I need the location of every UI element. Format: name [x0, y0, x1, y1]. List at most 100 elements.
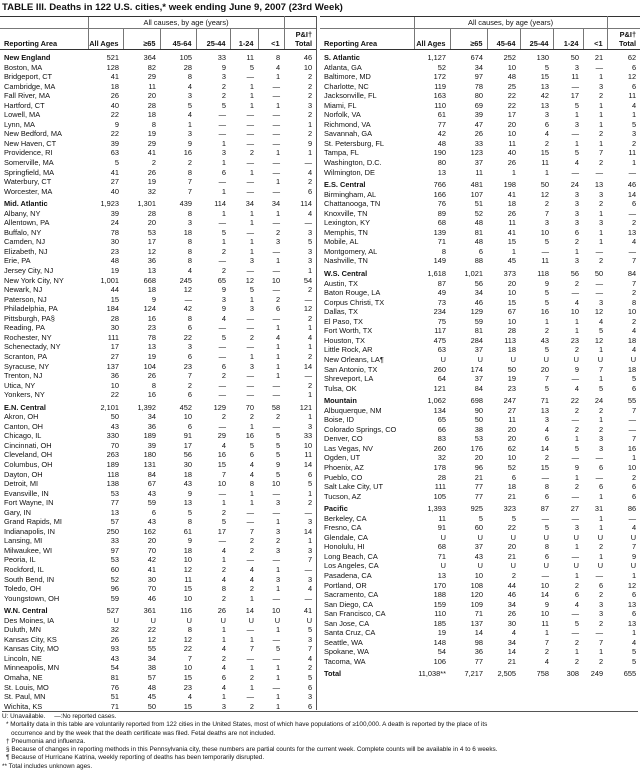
cell-value: 1	[598, 100, 604, 110]
reporting-area: Wilmington, DE	[324, 167, 375, 177]
table-row: Pasadena, CA 13 10 2 — 1 — 1	[320, 571, 640, 581]
cell-value: 1	[598, 237, 604, 247]
cell-value: 163	[433, 91, 446, 101]
cell-value: 2	[221, 246, 226, 256]
cell-value: 116	[180, 606, 192, 616]
col-1-24: 1-24	[229, 28, 258, 50]
cell-value: 34	[271, 199, 281, 209]
cell-value: 50	[110, 412, 119, 422]
reporting-area: Las Vegas, NV	[324, 443, 373, 453]
cell-value: 475	[433, 335, 446, 345]
cell-value: 5	[544, 523, 549, 533]
table-row: Las Vegas, NV 260 176 62 14 5 3 16	[320, 444, 640, 454]
table-row: Kansas City, MO 93 55 22 4 7 5 7	[0, 644, 316, 654]
cell-value: 5	[307, 479, 313, 489]
cell-value: 81	[110, 673, 119, 682]
cell-value: 1	[221, 692, 226, 702]
cell-value: 20	[147, 91, 156, 101]
cell-value: 7	[598, 637, 604, 647]
table-row: Paterson, NJ 15 9 — 3 1 2 —	[0, 295, 316, 305]
footnote-star-continued: occurrence and by the week that the deat…	[11, 729, 276, 737]
cell-value: 42	[437, 129, 446, 139]
cell-value: 1	[275, 100, 281, 110]
reporting-area: Grand Rapids, MI	[4, 517, 62, 527]
cell-value: U	[150, 615, 156, 625]
reporting-area: Baton Rouge, LA	[324, 288, 381, 298]
cell-value: 3	[221, 294, 226, 304]
table-row: Wilmington, DE 13 11 1 1— — —	[320, 168, 640, 178]
reporting-area: Lowell, MA	[4, 110, 41, 120]
cell-value: 121	[299, 402, 313, 412]
reporting-area: Providence, RI	[4, 148, 53, 158]
cell-value: 41	[110, 167, 119, 177]
cell-value: 50	[594, 269, 604, 279]
cell-value: 1	[574, 647, 579, 657]
reporting-area: Gary, IN	[4, 507, 31, 517]
cell-value: 4	[631, 637, 637, 647]
cell-value: 3	[574, 256, 579, 266]
cell-value: 7	[544, 208, 549, 218]
cell-value: 5	[544, 345, 549, 355]
cell-value: 7	[631, 278, 637, 288]
cell-value: 10	[540, 580, 549, 590]
cell-value: 1	[307, 412, 313, 422]
cell-value: 1	[275, 323, 281, 333]
cell-value: 110	[434, 100, 446, 110]
cell-value: 6	[249, 450, 254, 460]
cell-value: 698	[470, 396, 483, 406]
reporting-area: Pasadena, CA	[324, 570, 372, 580]
table-row: Rochester, NY 111 78 22 5 2 4 4	[0, 333, 316, 343]
cell-value: 77	[474, 491, 483, 501]
reporting-area: Indianapolis, IN	[4, 526, 55, 536]
cell-value: 39	[110, 138, 119, 148]
reporting-area: Honolulu, HI	[324, 542, 365, 552]
cell-value: —	[218, 390, 226, 400]
table-row: Lynn, MA 9 8 1 — — — 1	[0, 120, 316, 130]
reporting-area: Cleveland, OH	[4, 450, 53, 460]
cell-value: 1	[275, 692, 281, 702]
cell-value: 70	[147, 545, 156, 555]
table-row: Ogden, UT 32 20 10 2 — — 1	[320, 453, 640, 463]
cell-value: 1	[574, 326, 579, 336]
cell-value: —	[272, 380, 281, 390]
cell-value: 68	[437, 218, 446, 228]
reporting-area: Dayton, OH	[4, 469, 43, 479]
cell-value: 12	[147, 246, 156, 256]
cell-value: U	[440, 354, 446, 364]
cell-value: 21	[507, 491, 516, 501]
cell-value: 5	[544, 62, 549, 72]
cell-value: 6	[187, 323, 192, 333]
cell-value: 1	[275, 72, 281, 82]
cell-value: 3	[544, 110, 549, 120]
cell-value: —	[595, 570, 604, 580]
cell-value: 82	[147, 62, 156, 72]
cell-value: —	[272, 91, 281, 101]
cell-value: 2	[275, 227, 281, 237]
cell-value: 18	[507, 345, 516, 355]
table-row: Lowell, MA 22 18 4 — — — 2	[0, 110, 316, 120]
col-1-24: 1-24	[552, 28, 583, 50]
cell-value: 12	[594, 335, 604, 345]
left-table-panel: All causes, by age (years) Reporting Are…	[0, 16, 317, 711]
cell-value: 2	[221, 593, 226, 603]
table-row: Detroit, MI 138 67 43 10 8 10 5	[0, 479, 316, 489]
cell-value: 7,217	[464, 669, 484, 679]
group-header: All causes, by age (years)	[413, 16, 608, 29]
cell-value: 10	[303, 62, 313, 72]
cell-value: —	[272, 138, 281, 148]
cell-value: 2	[307, 81, 313, 91]
reporting-area: San Jose, CA	[324, 618, 370, 628]
reporting-area: Utica, NY	[4, 380, 36, 390]
reporting-area: Philadelphia, PA	[4, 304, 58, 314]
cell-value: 4	[511, 628, 516, 638]
cell-value: 61	[183, 526, 192, 536]
reporting-area: Spokane, WA	[324, 647, 369, 657]
cell-value: 41	[147, 564, 156, 574]
cell-value: 40	[110, 186, 119, 196]
cell-value: 1	[275, 342, 281, 352]
cell-value: —	[304, 564, 313, 574]
reporting-area: Corpus Christi, TX	[324, 297, 385, 307]
table-row: Fort Wayne, IN 77 59 13 1 1 3 2	[0, 498, 316, 508]
table-row: Montgomery, AL 8 6 1 — 1 — —	[320, 247, 640, 257]
cell-value: 26	[110, 91, 119, 101]
